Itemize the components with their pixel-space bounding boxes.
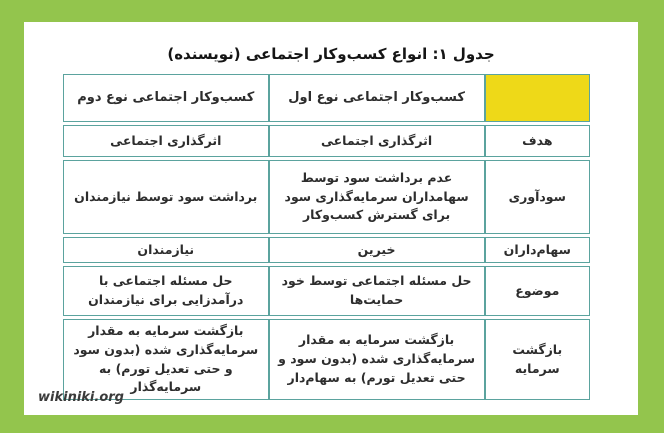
table-cell: حل مسئله اجتماعی توسط خود حمایت‌ها: [268, 266, 485, 316]
table-row-subject: موضوع حل مسئله اجتماعی توسط خود حمایت‌ها…: [63, 266, 590, 316]
table-title: جدول ۱: انواع کسب‌وکار اجتماعی (نویسنده): [167, 45, 495, 63]
comparison-table: کسب‌وکار اجتماعی نوع اول کسب‌وکار اجتماع…: [63, 71, 590, 403]
table-row-capital-return: بازگشت سرمایه بازگشت سرمایه به مقدار سرم…: [63, 319, 590, 400]
table-row-shareholders: سهام‌داران خیرین نیازمندان: [63, 237, 590, 263]
row-header-cell: موضوع: [484, 266, 590, 316]
row-header-cell: سهام‌داران: [484, 237, 590, 263]
watermark-text: wikiniki.org: [38, 390, 124, 405]
row-header-cell: هدف: [484, 125, 590, 157]
table-cell: برداشت سود توسط نیازمندان: [63, 160, 269, 234]
row-header-cell: بازگشت سرمایه: [484, 319, 590, 400]
column-header-type2: کسب‌وکار اجتماعی نوع دوم: [63, 74, 269, 122]
table-cell: حل مسئله اجتماعی با درآمدزایی برای نیازم…: [63, 266, 269, 316]
table-cell: خیرین: [268, 237, 485, 263]
header-row: کسب‌وکار اجتماعی نوع اول کسب‌وکار اجتماع…: [63, 74, 590, 122]
row-header-cell: سودآوری: [484, 160, 590, 234]
corner-cell: [484, 74, 590, 122]
table-row-profitability: سودآوری عدم برداشت سود توسط سهامداران سر…: [63, 160, 590, 234]
table-cell: بازگشت سرمایه به مقدار سرمایه‌گذاری شده …: [63, 319, 269, 400]
table-row-goal: هدف اثرگذاری اجتماعی اثرگذاری اجتماعی: [63, 125, 590, 157]
column-header-type1: کسب‌وکار اجتماعی نوع اول: [268, 74, 485, 122]
table-cell: عدم برداشت سود توسط سهامداران سرمایه‌گذا…: [268, 160, 485, 234]
table-cell: اثرگذاری اجتماعی: [63, 125, 269, 157]
content-card: جدول ۱: انواع کسب‌وکار اجتماعی (نویسنده)…: [24, 22, 638, 415]
table-cell: اثرگذاری اجتماعی: [268, 125, 485, 157]
table-cell: نیازمندان: [63, 237, 269, 263]
table-cell: بازگشت سرمایه به مقدار سرمایه‌گذاری شده …: [268, 319, 485, 400]
